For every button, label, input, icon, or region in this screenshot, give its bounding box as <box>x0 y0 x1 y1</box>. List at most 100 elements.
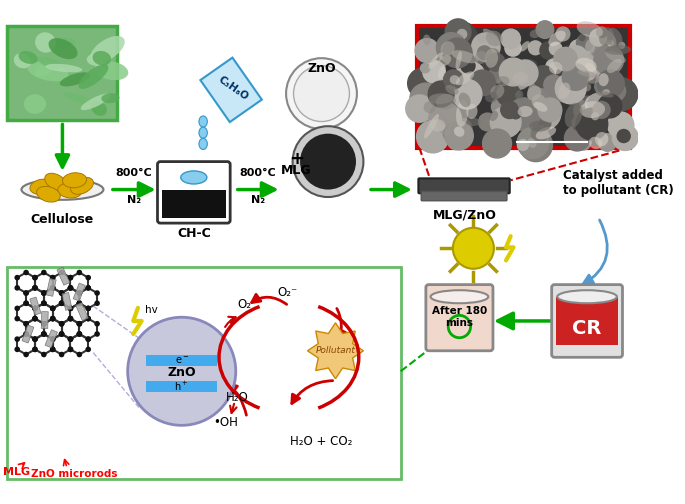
Circle shape <box>50 285 55 291</box>
Circle shape <box>68 275 73 280</box>
Polygon shape <box>75 302 88 321</box>
Circle shape <box>574 96 602 124</box>
Circle shape <box>41 331 47 337</box>
Circle shape <box>453 228 494 269</box>
Ellipse shape <box>45 64 82 73</box>
Circle shape <box>451 118 472 140</box>
Text: O₂⁻: O₂⁻ <box>277 286 297 298</box>
Ellipse shape <box>440 41 455 56</box>
Circle shape <box>545 69 577 102</box>
Ellipse shape <box>486 31 503 46</box>
Circle shape <box>50 316 55 322</box>
Circle shape <box>41 331 47 337</box>
Ellipse shape <box>428 52 444 69</box>
Circle shape <box>445 22 477 54</box>
Polygon shape <box>57 267 70 285</box>
Circle shape <box>438 107 451 120</box>
Ellipse shape <box>607 28 623 49</box>
Text: MLG: MLG <box>281 164 312 177</box>
Text: 800°C: 800°C <box>116 168 153 178</box>
Circle shape <box>490 107 521 138</box>
Circle shape <box>300 134 356 190</box>
Ellipse shape <box>515 90 523 99</box>
Circle shape <box>86 275 91 280</box>
Circle shape <box>68 285 73 291</box>
Circle shape <box>32 316 38 322</box>
Circle shape <box>41 300 47 306</box>
Circle shape <box>444 70 463 89</box>
Ellipse shape <box>438 55 451 67</box>
Circle shape <box>443 124 461 142</box>
Ellipse shape <box>87 53 106 66</box>
Circle shape <box>77 300 82 306</box>
Circle shape <box>59 300 64 306</box>
Circle shape <box>483 129 512 158</box>
Circle shape <box>32 347 38 352</box>
Circle shape <box>436 81 464 109</box>
Circle shape <box>41 321 47 327</box>
Circle shape <box>32 336 38 342</box>
Circle shape <box>608 112 634 138</box>
Circle shape <box>77 300 82 306</box>
Text: CR: CR <box>573 319 601 338</box>
Circle shape <box>457 83 480 107</box>
FancyBboxPatch shape <box>417 27 630 148</box>
Circle shape <box>452 79 482 109</box>
Text: e$^-$: e$^-$ <box>175 355 189 365</box>
Ellipse shape <box>199 138 208 150</box>
Circle shape <box>59 290 64 296</box>
Circle shape <box>68 316 73 322</box>
Circle shape <box>445 19 471 45</box>
Circle shape <box>23 290 29 296</box>
Ellipse shape <box>429 93 453 104</box>
Circle shape <box>588 30 616 58</box>
FancyBboxPatch shape <box>8 27 117 119</box>
Circle shape <box>576 108 608 140</box>
Polygon shape <box>47 279 56 296</box>
Text: MLG: MLG <box>3 467 30 477</box>
Text: CH-C: CH-C <box>177 227 211 240</box>
Circle shape <box>528 97 561 130</box>
Circle shape <box>23 290 29 296</box>
Polygon shape <box>30 297 41 315</box>
Circle shape <box>545 59 563 76</box>
Circle shape <box>491 98 510 115</box>
Circle shape <box>593 29 603 39</box>
Circle shape <box>579 64 596 80</box>
Text: MLG/ZnO: MLG/ZnO <box>433 208 497 221</box>
Circle shape <box>50 347 55 352</box>
Ellipse shape <box>91 101 107 116</box>
Circle shape <box>522 59 537 75</box>
Ellipse shape <box>92 51 111 66</box>
Ellipse shape <box>520 41 530 51</box>
Circle shape <box>59 352 64 357</box>
Circle shape <box>512 70 519 77</box>
Circle shape <box>32 275 38 280</box>
Circle shape <box>86 336 91 342</box>
Circle shape <box>528 78 560 110</box>
Circle shape <box>23 331 29 337</box>
Circle shape <box>32 285 38 291</box>
Circle shape <box>41 321 47 327</box>
Text: Pollutant: Pollutant <box>316 346 356 355</box>
Circle shape <box>86 347 91 352</box>
Circle shape <box>566 68 580 83</box>
Circle shape <box>23 321 29 327</box>
Ellipse shape <box>450 75 460 85</box>
Circle shape <box>77 290 82 296</box>
Circle shape <box>68 285 73 291</box>
Text: +: + <box>289 150 304 168</box>
Ellipse shape <box>485 92 498 102</box>
Circle shape <box>532 66 554 88</box>
Ellipse shape <box>585 39 595 54</box>
Polygon shape <box>73 283 85 301</box>
Circle shape <box>556 73 586 104</box>
Circle shape <box>579 35 585 40</box>
Circle shape <box>597 27 607 37</box>
Circle shape <box>443 38 472 68</box>
Circle shape <box>292 126 364 197</box>
Circle shape <box>86 336 91 342</box>
Ellipse shape <box>512 72 529 84</box>
Circle shape <box>68 305 73 311</box>
Text: Cellulose: Cellulose <box>31 213 94 226</box>
